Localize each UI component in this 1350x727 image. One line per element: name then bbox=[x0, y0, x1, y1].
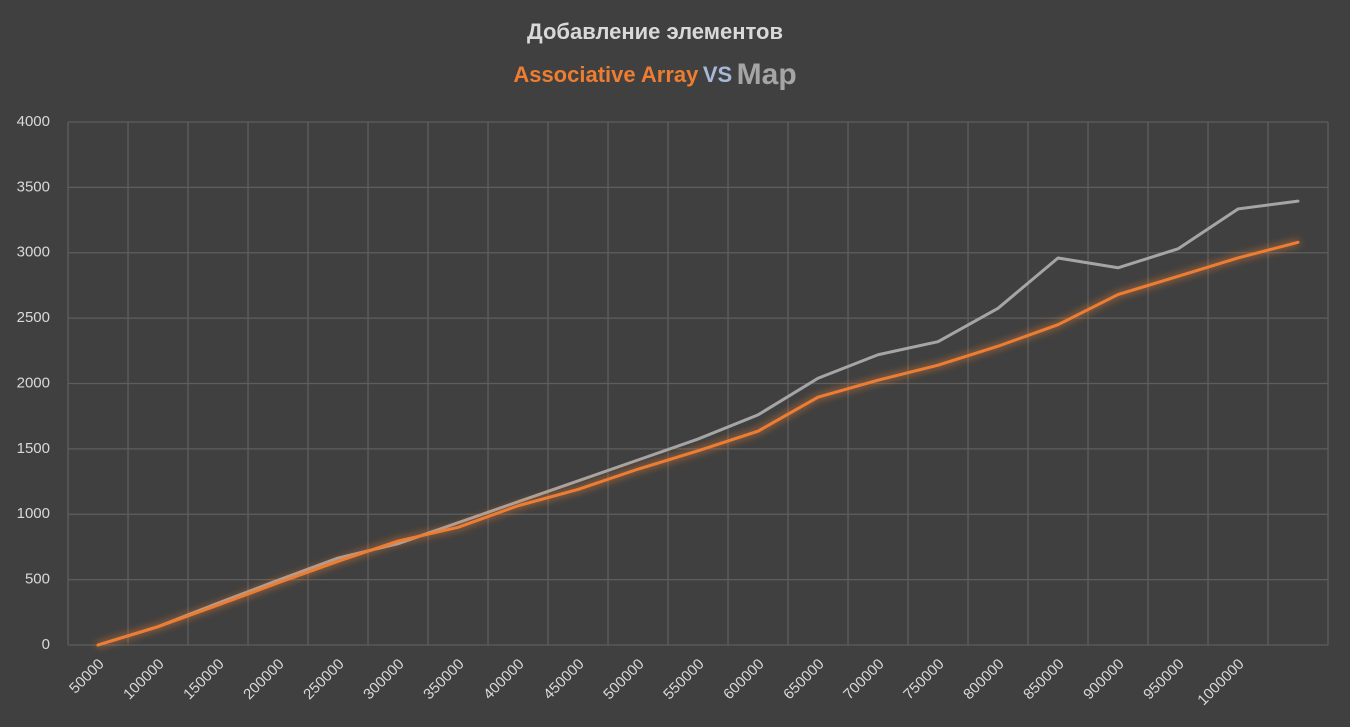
y-tick-label: 1000 bbox=[17, 505, 50, 522]
series-line bbox=[96, 240, 1300, 647]
chart-subtitle: Associative Array VS Map bbox=[513, 58, 796, 91]
y-tick-label: 2000 bbox=[17, 374, 50, 391]
series-line bbox=[96, 199, 1300, 647]
y-tick-label: 0 bbox=[42, 636, 50, 653]
y-tick-label: 4000 bbox=[17, 113, 50, 130]
chart-title: Добавление элементов bbox=[527, 19, 783, 44]
legend-entry: Map bbox=[737, 58, 797, 91]
legend-separator: VS bbox=[703, 62, 732, 87]
y-tick-label: 2500 bbox=[17, 309, 50, 326]
y-tick-label: 500 bbox=[25, 571, 50, 588]
y-tick-label: 1500 bbox=[17, 440, 50, 457]
y-tick-label: 3500 bbox=[17, 178, 50, 195]
legend-entry: Associative Array bbox=[513, 62, 699, 87]
y-tick-label: 3000 bbox=[17, 244, 50, 261]
